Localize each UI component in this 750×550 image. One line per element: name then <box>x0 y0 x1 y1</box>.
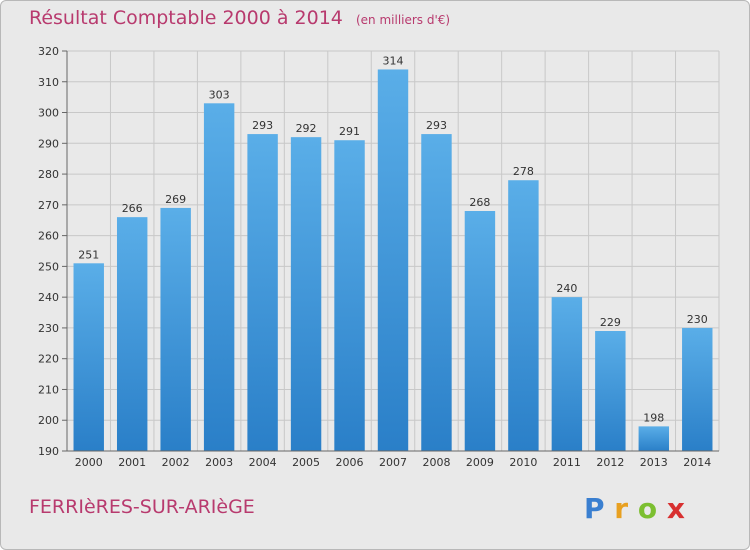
x-tick-label-2007: 2007 <box>379 456 407 469</box>
x-tick-label-2002: 2002 <box>162 456 190 469</box>
y-tick-label-220: 220 <box>38 353 59 366</box>
bar-2000 <box>73 263 104 451</box>
bar-2010 <box>508 180 539 451</box>
data-label-2002: 269 <box>165 193 186 206</box>
y-tick-label-320: 320 <box>38 45 59 58</box>
data-label-2000: 251 <box>78 248 99 261</box>
x-tick-label-2005: 2005 <box>292 456 320 469</box>
axes: 190 200 210 220 230 240 250 260 270 280 290 300 310 3… <box>38 45 719 469</box>
chart-subtitle: (en milliers d'€) <box>355 13 451 27</box>
bar-2001 <box>116 217 148 451</box>
bar-2008 <box>421 134 452 452</box>
x-tick-label-2013: 2013 <box>640 456 668 469</box>
data-labels: 251 266 269 303 293 292 291 314 293 268 278 240 229 1… <box>78 54 708 424</box>
bar-2005 <box>290 137 322 451</box>
bar-2002 <box>160 207 191 451</box>
bar-2009 <box>464 211 496 451</box>
data-label-2010: 278 <box>513 165 534 178</box>
data-label-2013: 198 <box>643 411 664 424</box>
logo-letter-r: r <box>614 492 628 525</box>
bar-2007 <box>377 69 409 451</box>
bar-2013 <box>638 426 670 451</box>
bar-2003 <box>203 103 235 452</box>
data-label-2008: 293 <box>426 119 447 132</box>
y-tick-label-230: 230 <box>38 322 59 335</box>
chart-title: Résultat Comptable 2000 à 2014 <box>29 7 343 29</box>
x-tick-label-2000: 2000 <box>75 456 103 469</box>
y-tick-label-310: 310 <box>38 76 59 89</box>
x-tick-label-2006: 2006 <box>336 456 364 469</box>
data-label-2006: 291 <box>339 125 360 138</box>
data-label-2001: 266 <box>122 202 143 215</box>
x-tick-label-2001: 2001 <box>118 456 146 469</box>
x-tick-label-2012: 2012 <box>596 456 624 469</box>
y-tick-label-200: 200 <box>38 414 59 427</box>
x-tick-label-2004: 2004 <box>249 456 277 469</box>
x-tick-label-2008: 2008 <box>422 456 450 469</box>
bars <box>73 69 713 452</box>
data-label-2004: 293 <box>252 119 273 132</box>
data-label-2014: 230 <box>687 313 708 326</box>
y-tick-label-240: 240 <box>38 291 59 304</box>
logo-letter-x: x <box>667 492 685 525</box>
data-label-2005: 292 <box>296 122 317 135</box>
x-tick-label-2009: 2009 <box>466 456 494 469</box>
y-tick-label-210: 210 <box>38 383 59 396</box>
x-tick-label-2011: 2011 <box>553 456 581 469</box>
proxiti-logo: P r o x i t i <box>584 492 694 525</box>
logo-letter-p: P <box>584 492 605 525</box>
bar-2011 <box>551 297 583 451</box>
x-tick-label-2003: 2003 <box>205 456 233 469</box>
x-tick-label-2010: 2010 <box>509 456 537 469</box>
x-tick-label-2014: 2014 <box>683 456 711 469</box>
y-tick-label-270: 270 <box>38 199 59 212</box>
bar-2012 <box>595 331 626 451</box>
svg-text:P r o x: P r o x i t i <box>584 492 694 525</box>
title-row: Résultat Comptable 2000 à 2014 (en milli… <box>29 7 450 29</box>
bar-2014 <box>682 327 713 451</box>
logo-letter-o: o <box>638 492 657 525</box>
y-tick-label-260: 260 <box>38 230 59 243</box>
data-label-2003: 303 <box>209 88 230 101</box>
y-tick-label-300: 300 <box>38 107 59 120</box>
y-tick-label-290: 290 <box>38 137 59 150</box>
y-tick-label-190: 190 <box>38 445 59 458</box>
y-tick-label-280: 280 <box>38 168 59 181</box>
commune-name: FERRIèRES-SUR-ARIèGE <box>29 496 255 518</box>
data-label-2011: 240 <box>556 282 577 295</box>
y-tick-label-250: 250 <box>38 260 59 273</box>
data-label-2007: 314 <box>383 54 404 67</box>
data-label-2012: 229 <box>600 316 621 329</box>
bar-2004 <box>247 134 278 452</box>
data-label-2009: 268 <box>469 196 490 209</box>
bar-2006 <box>334 140 365 451</box>
